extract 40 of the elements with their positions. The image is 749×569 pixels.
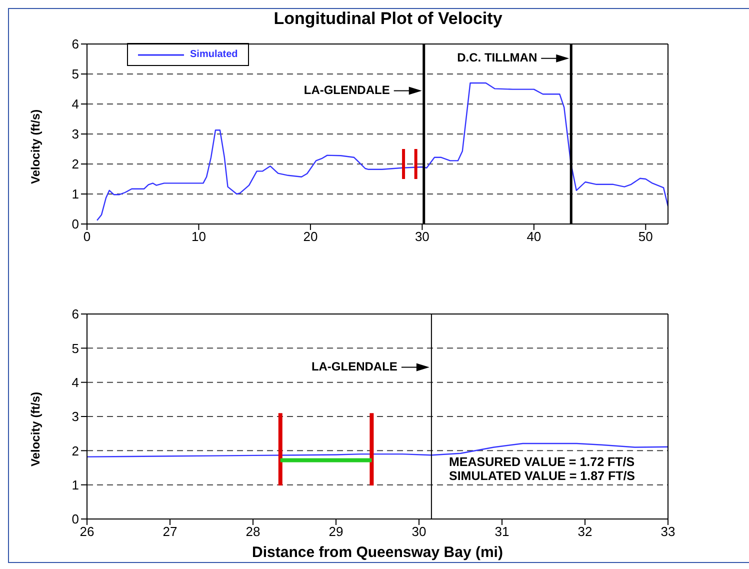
y-tick-label: 2 <box>72 443 79 458</box>
chart-title: Longitudinal Plot of Velocity <box>272 9 504 29</box>
y-tick-label: 4 <box>72 374 79 390</box>
ref-line-label: LA-GLENDALE <box>304 82 390 97</box>
y-tick-label: 1 <box>72 477 79 492</box>
y-tick-label: 2 <box>72 156 79 172</box>
x-tick-label: 29 <box>328 524 344 540</box>
text: Simulated <box>190 49 238 60</box>
x-tick-label: 0 <box>83 229 91 244</box>
y-tick-label: 5 <box>72 66 79 82</box>
x-tick-label: 31 <box>494 524 510 540</box>
x-tick-label: 32 <box>578 524 592 540</box>
line-series <box>87 442 668 458</box>
y-tick-label: 1 <box>72 186 79 202</box>
y-tick-label: 6 <box>72 36 79 52</box>
y-tick-label: 3 <box>72 409 79 424</box>
annotation: MEASURED VALUE = 1.72 FT/S <box>449 455 636 469</box>
x-tick-label: 28 <box>246 524 260 540</box>
y-tick-label: 0 <box>72 512 79 527</box>
x-tick-label: 26 <box>80 524 94 540</box>
x-tick-label: 40 <box>526 229 542 244</box>
ref-line-label: D.C. TILLMAN <box>457 50 538 65</box>
x-tick-label: 50 <box>638 229 653 244</box>
y-axis-title: Velocity (ft/s) <box>28 109 42 184</box>
ref-line-label: LA-GLENDALE <box>311 359 398 374</box>
y-tick-label: 4 <box>72 96 79 112</box>
y-tick-label: 3 <box>72 126 79 142</box>
x-tick-label: 30 <box>414 229 430 244</box>
x-tick-label: 20 <box>303 229 318 244</box>
line-series <box>96 82 668 221</box>
y-tick-label: 6 <box>72 306 79 322</box>
x-tick-label: 30 <box>412 524 426 540</box>
y-tick-label: 0 <box>72 216 79 232</box>
x-tick-label: 27 <box>162 524 178 540</box>
y-tick-label: 5 <box>72 340 79 356</box>
y-axis-title: Velocity (ft/s) <box>28 392 42 466</box>
x-axis-title: Distance from Queensway Bay (mi) <box>252 544 503 561</box>
x-tick-label: 33 <box>660 524 676 540</box>
annotation: SIMULATED VALUE = 1.87 FT/S <box>449 469 636 483</box>
x-tick-label: 10 <box>191 229 206 244</box>
